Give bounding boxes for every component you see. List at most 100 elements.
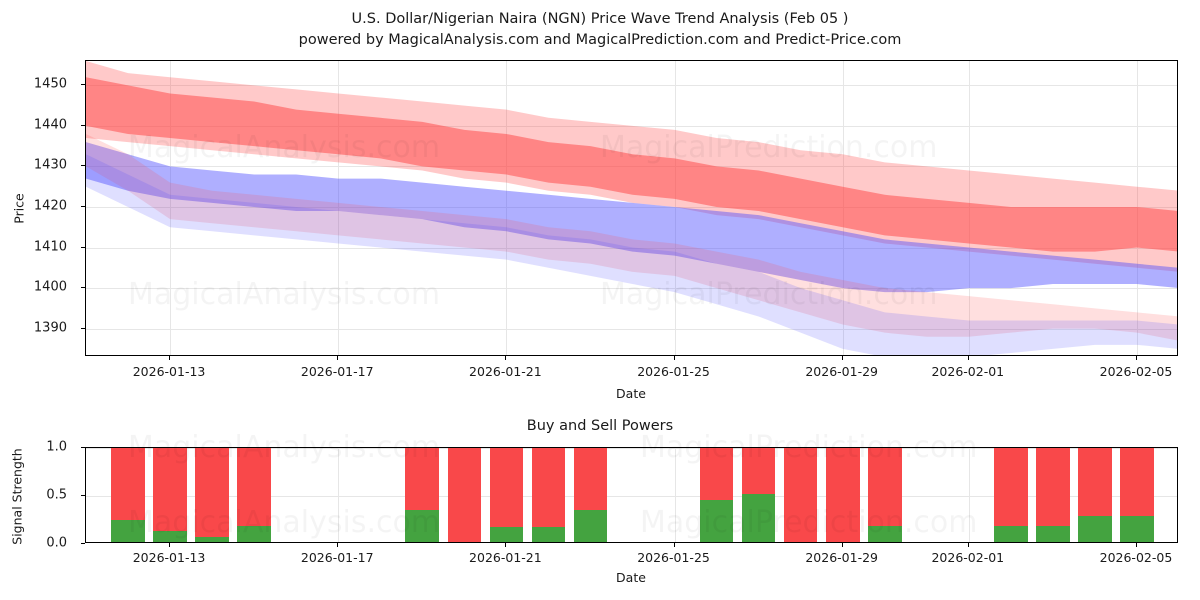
buy-power-bar[interactable]: [153, 531, 187, 542]
sell-power-bar[interactable]: [994, 448, 1028, 526]
price-y-tick-mark: [81, 124, 85, 126]
sell-power-bar[interactable]: [1078, 448, 1112, 517]
price-gridline-vertical: [170, 61, 172, 355]
signal-x-tick-label: 2026-01-21: [469, 550, 542, 565]
signal-x-tick-mark: [841, 543, 843, 547]
price-x-tick-mark: [1135, 356, 1137, 360]
signal-bar-group[interactable]: [153, 448, 187, 542]
signal-bar-group[interactable]: [573, 448, 608, 542]
price-y-tick-label: 1440: [33, 117, 67, 133]
buy-power-bar[interactable]: [699, 499, 734, 542]
signal-chart-title: Buy and Sell Powers: [526, 418, 674, 434]
sell-power-bar[interactable]: [867, 448, 902, 526]
signal-x-tick-label: 2026-01-13: [132, 550, 206, 565]
sell-power-bar[interactable]: [699, 448, 734, 500]
signal-y-axis-ticks: 0.0 0.5 1.0: [0, 440, 76, 551]
signal-x-tick-mark: [169, 543, 171, 547]
sell-power-bar[interactable]: [741, 448, 776, 494]
signal-bar-group[interactable]: [237, 448, 271, 542]
sell-power-bar[interactable]: [1120, 448, 1154, 517]
price-y-tick-mark: [81, 287, 85, 289]
sell-power-bar[interactable]: [825, 448, 860, 542]
buy-power-bar[interactable]: [741, 494, 776, 542]
buy-power-bar[interactable]: [1036, 525, 1070, 542]
signal-bar-group[interactable]: [111, 448, 145, 542]
buy-power-bar[interactable]: [1078, 516, 1112, 542]
price-gridline-horizontal: [86, 125, 1177, 127]
signal-bar-group[interactable]: [1120, 448, 1154, 542]
price-x-tick-mark: [505, 356, 507, 360]
sell-power-bar[interactable]: [489, 448, 524, 527]
signal-gridline-vertical: [674, 448, 676, 542]
signal-bar-group[interactable]: [867, 448, 902, 542]
sell-power-bar[interactable]: [447, 448, 482, 542]
signal-bar-group[interactable]: [447, 448, 482, 542]
signal-x-tick-label: 2026-01-17: [300, 550, 374, 565]
price-gridline-horizontal: [86, 247, 1177, 249]
price-x-tick-label: 2026-01-17: [300, 364, 374, 379]
signal-bar-group[interactable]: [1036, 448, 1070, 542]
price-x-tick-label: 2026-02-01: [931, 364, 1005, 379]
buy-power-bar[interactable]: [111, 519, 145, 542]
price-y-tick-mark: [81, 205, 85, 207]
wave-band-red-wave-faint-lower: [86, 133, 1177, 341]
price-x-tick-label: 2026-01-21: [469, 364, 542, 379]
price-y-axis-ticks: 1390 1400 1410 1420 1430 1440 1450: [0, 60, 76, 356]
price-y-tick-label: 1420: [33, 198, 67, 214]
price-y-tick-mark: [81, 246, 85, 248]
price-gridline-vertical: [506, 61, 508, 355]
sell-power-bar[interactable]: [237, 448, 271, 526]
wave-band-blue-wave-faint-lower: [86, 154, 1177, 355]
sell-power-bar[interactable]: [573, 448, 608, 511]
buy-power-bar[interactable]: [573, 510, 608, 542]
signal-bar-group[interactable]: [783, 448, 818, 542]
sell-power-bar[interactable]: [531, 448, 566, 527]
price-x-tick-label: 2026-01-29: [805, 364, 879, 379]
signal-y-tick-label: 0.0: [46, 535, 67, 551]
buy-power-bar[interactable]: [1120, 516, 1154, 542]
signal-y-tick-mark: [81, 447, 85, 448]
buy-power-bar[interactable]: [531, 526, 566, 542]
signal-bar-group[interactable]: [994, 448, 1028, 542]
signal-bar-group[interactable]: [741, 448, 776, 542]
signal-x-tick-label: 2026-02-01: [931, 550, 1005, 565]
price-wave-bands: [86, 61, 1177, 355]
signal-x-tick-mark: [505, 543, 507, 547]
sell-power-bar[interactable]: [405, 448, 440, 511]
signal-bar-group[interactable]: [825, 448, 860, 542]
buy-power-bar[interactable]: [489, 526, 524, 542]
sell-power-bar[interactable]: [195, 448, 229, 538]
price-x-tick-mark: [169, 356, 171, 360]
signal-gridline-horizontal: [86, 496, 1177, 497]
signal-bar-group[interactable]: [195, 448, 229, 542]
signal-bar-group[interactable]: [405, 448, 440, 542]
price-y-axis-label: Price: [11, 193, 27, 224]
price-x-axis-label: Date: [616, 386, 646, 401]
sell-power-bar[interactable]: [153, 448, 187, 532]
buy-power-bar[interactable]: [867, 525, 902, 542]
buy-power-bar[interactable]: [237, 525, 271, 542]
signal-x-tick-mark: [337, 543, 339, 547]
price-x-tick-label: 2026-01-13: [132, 364, 206, 379]
signal-y-axis-label: Signal Strength: [9, 448, 25, 545]
price-x-tick-mark: [673, 356, 675, 360]
buy-power-bar[interactable]: [994, 525, 1028, 542]
price-y-tick-mark: [81, 165, 85, 167]
price-y-tick-label: 1400: [33, 279, 67, 295]
signal-bar-group[interactable]: [1078, 448, 1112, 542]
sell-power-bar[interactable]: [111, 448, 145, 520]
buy-power-bar[interactable]: [195, 537, 229, 542]
sell-power-bar[interactable]: [783, 448, 818, 542]
signal-x-tick-label: 2026-01-29: [805, 550, 879, 565]
signal-bar-group[interactable]: [489, 448, 524, 542]
sell-power-bar[interactable]: [1036, 448, 1070, 526]
signal-chart-plot-area: [85, 447, 1178, 543]
signal-bar-group[interactable]: [699, 448, 734, 542]
signal-x-axis-label: Date: [616, 570, 646, 585]
price-gridline-horizontal: [86, 328, 1177, 330]
buy-power-bar[interactable]: [405, 510, 440, 542]
signal-x-tick-mark: [967, 543, 969, 547]
signal-x-tick-mark: [673, 543, 675, 547]
signal-bar-group[interactable]: [531, 448, 566, 542]
signal-gridline-vertical: [338, 448, 340, 542]
